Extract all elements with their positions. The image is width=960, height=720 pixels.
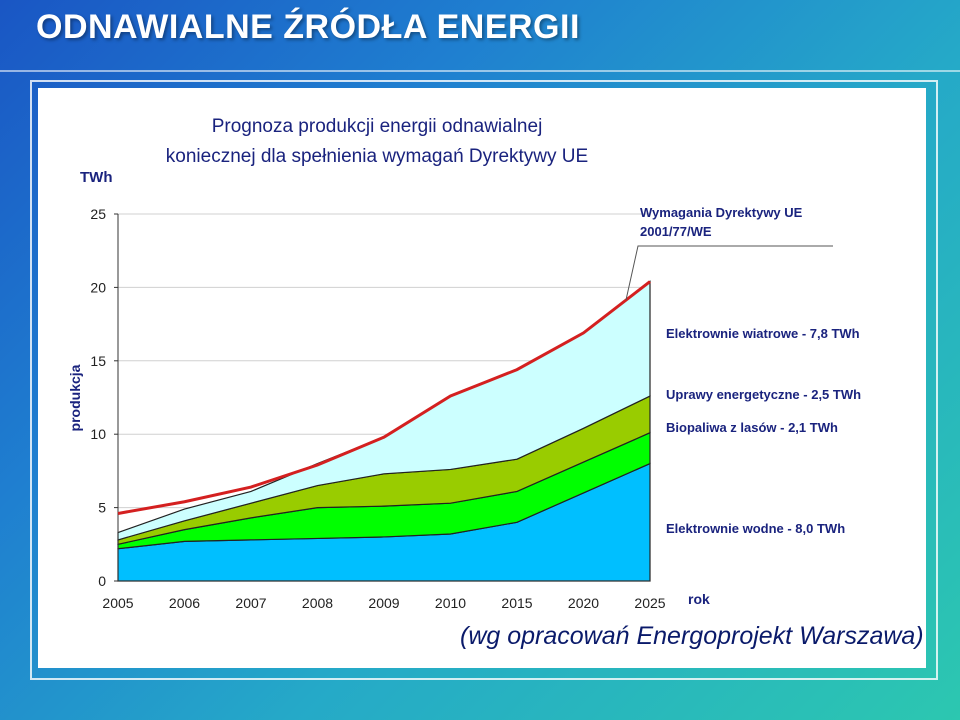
source-note: (wg opracowań Energoprojekt Warszawa) xyxy=(460,622,924,650)
series-label-4: Elektrownie wiatrowe - 7,8 TWh xyxy=(666,326,860,341)
y-tick-label-25: 25 xyxy=(90,206,106,222)
chart-panel: Prognoza produkcji energii odnawialnej ko… xyxy=(38,88,926,668)
series-label-2: Biopaliwa z lasów - 2,1 TWh xyxy=(666,420,838,435)
y-axis-label: produkcja xyxy=(67,364,83,431)
x-tick-label-2006: 2006 xyxy=(169,595,200,611)
x-tick-label-2015: 2015 xyxy=(501,595,532,611)
title-divider xyxy=(0,70,960,72)
y-tick-label-0: 0 xyxy=(98,573,106,589)
directive-requirement-line xyxy=(117,280,651,515)
x-axis-label: rok xyxy=(688,591,710,607)
slide-title: ODNAWIALNE ŹRÓDŁA ENERGII xyxy=(36,8,580,46)
y-unit-label: TWh xyxy=(80,169,112,186)
renewable-energy-area-chart: Prognoza produkcji energii odnawialnej ko… xyxy=(67,116,861,611)
x-tick-label-2010: 2010 xyxy=(435,595,466,611)
x-tick-label-2007: 2007 xyxy=(235,595,266,611)
x-tick-label-2005: 2005 xyxy=(102,595,133,611)
series-label-1: Elektrownie wodne - 8,0 TWh xyxy=(666,521,845,536)
y-tick-label-5: 5 xyxy=(98,500,106,516)
series-label-3: Uprawy energetyczne - 2,5 TWh xyxy=(666,387,861,402)
directive-label-line-2: 2001/77/WE xyxy=(640,224,712,239)
y-tick-label-15: 15 xyxy=(90,353,106,369)
directive-leader-line xyxy=(625,245,833,301)
x-tick-label-2008: 2008 xyxy=(302,595,333,611)
directive-label-line-1: Wymagania Dyrektywy UE xyxy=(640,205,803,220)
y-tick-label-20: 20 xyxy=(90,279,106,295)
x-tick-label-2020: 2020 xyxy=(568,595,599,611)
chart-title-line-2: koniecznej dla spełnienia wymagań Dyrekt… xyxy=(166,146,588,167)
x-tick-label-2009: 2009 xyxy=(368,595,399,611)
x-tick-label-2025: 2025 xyxy=(634,595,665,611)
chart-title-line-1: Prognoza produkcji energii odnawialnej xyxy=(212,116,543,137)
chart-frame xyxy=(30,80,938,680)
y-tick-label-10: 10 xyxy=(90,426,106,442)
